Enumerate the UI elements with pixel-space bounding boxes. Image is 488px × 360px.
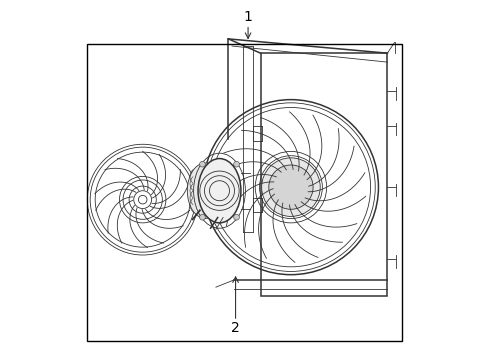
Text: 1: 1 bbox=[243, 10, 252, 24]
Ellipse shape bbox=[198, 158, 241, 223]
Circle shape bbox=[199, 161, 205, 167]
Circle shape bbox=[268, 165, 312, 209]
Circle shape bbox=[199, 215, 205, 220]
Circle shape bbox=[261, 158, 320, 216]
Circle shape bbox=[233, 161, 239, 167]
Circle shape bbox=[233, 215, 239, 220]
Ellipse shape bbox=[187, 163, 223, 219]
Bar bbox=[87, 44, 401, 341]
Text: 2: 2 bbox=[231, 321, 240, 335]
